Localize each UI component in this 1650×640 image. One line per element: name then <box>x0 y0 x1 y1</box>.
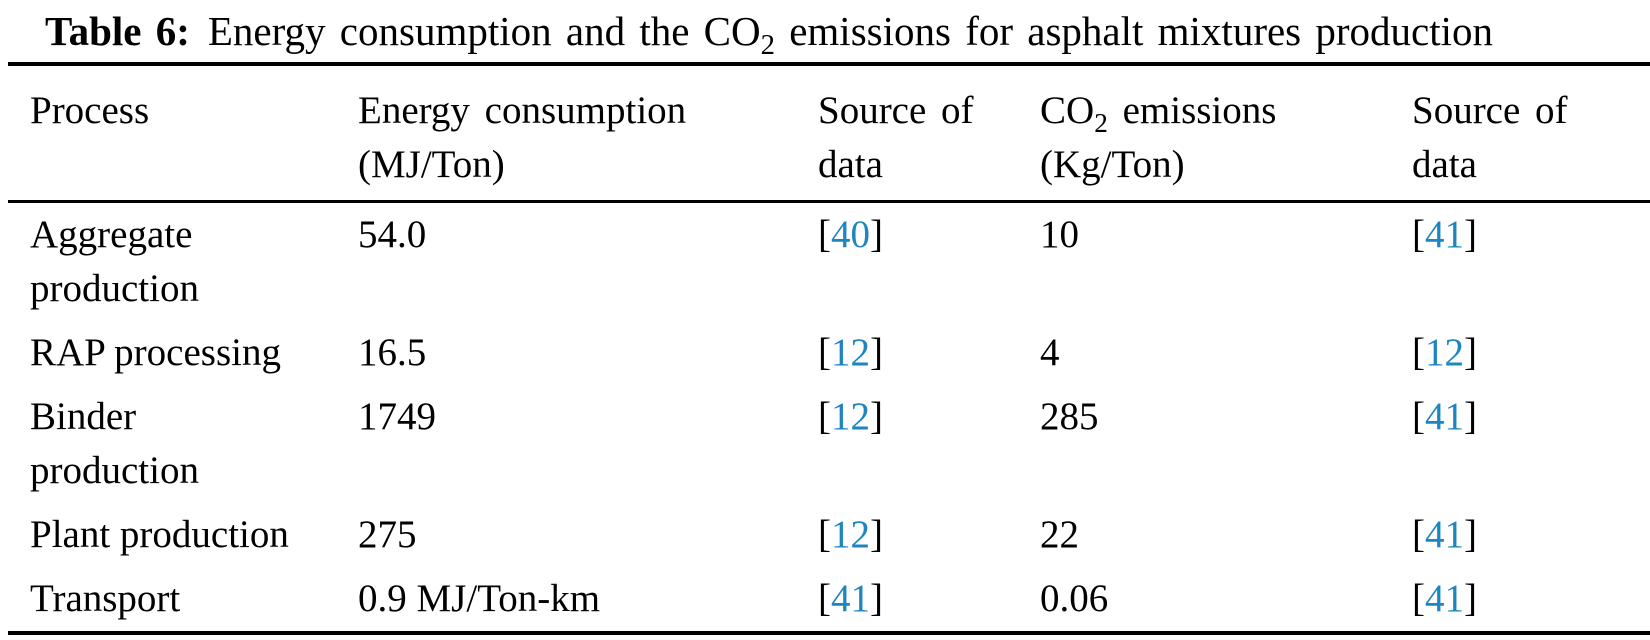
table-caption: Table 6: Energy consumption and the CO2 e… <box>0 0 1650 62</box>
co2-source-cell: [41] <box>1412 385 1650 503</box>
citation-bracket-open: [ <box>1412 513 1425 556</box>
co2-source-cell: [41] <box>1412 503 1650 567</box>
table-row-aggregate-production: Aggregate production 54.0 [40] 10 [41] <box>8 202 1650 322</box>
energy-value-cell: 54.0 <box>358 213 427 256</box>
citation-bracket-open: [ <box>1412 577 1425 620</box>
table-row-binder-production: Binder production 1749 [12] 285 [41] <box>8 385 1650 503</box>
citation-link[interactable]: 41 <box>1425 213 1464 256</box>
co2-value-cell: 285 <box>1040 395 1099 438</box>
co2-value-cell: 0.06 <box>1040 577 1109 620</box>
citation-link[interactable]: 12 <box>831 331 870 374</box>
citation-bracket-close: ] <box>870 577 883 620</box>
citation-link[interactable]: 41 <box>1425 577 1464 620</box>
header-energy-consumption: Energy consumption (MJ/Ton) <box>358 64 818 203</box>
co2-value-cell: 4 <box>1040 331 1060 374</box>
header-row: Process Energy consumption (MJ/Ton) Sour… <box>8 64 1650 203</box>
header-source-of-data-2: Source of data <box>1412 64 1650 203</box>
citation-bracket-close: ] <box>1464 513 1477 556</box>
citation-link[interactable]: 41 <box>1425 513 1464 556</box>
citation-bracket-open: [ <box>1412 395 1425 438</box>
header-co2-emissions: CO2 emissions (Kg/Ton) <box>1040 64 1412 203</box>
process-cell: Transport <box>30 577 181 620</box>
citation-bracket-open: [ <box>818 513 831 556</box>
citation-link[interactable]: 12 <box>831 513 870 556</box>
process-cell: Plant production <box>30 513 289 556</box>
process-cell: Aggregate production <box>30 213 199 310</box>
table-row-plant-production: Plant production 275 [12] 22 [41] <box>8 503 1650 567</box>
citation-bracket-close: ] <box>1464 331 1477 374</box>
citation-bracket-open: [ <box>818 395 831 438</box>
energy-source-cell: [12] <box>818 321 1040 385</box>
co2-source-cell: [41] <box>1412 567 1650 633</box>
energy-value-cell: 275 <box>358 513 417 556</box>
energy-source-cell: [41] <box>818 567 1040 633</box>
citation-bracket-close: ] <box>1464 395 1477 438</box>
co2-subscript: 2 <box>1094 107 1108 138</box>
energy-co2-table: Process Energy consumption (MJ/Ton) Sour… <box>8 62 1650 635</box>
co2-subscript: 2 <box>760 29 775 62</box>
co2-source-cell: [41] <box>1412 202 1650 322</box>
table-row-transport: Transport 0.9 MJ/Ton-km [41] 0.06 [41] <box>8 567 1650 633</box>
energy-value-cell: 1749 <box>358 395 436 438</box>
header-process: Process <box>8 64 358 203</box>
energy-value-cell: 0.9 MJ/Ton-km <box>358 577 601 620</box>
citation-bracket-open: [ <box>1412 213 1425 256</box>
citation-bracket-close: ] <box>870 395 883 438</box>
citation-bracket-close: ] <box>1464 213 1477 256</box>
citation-bracket-open: [ <box>818 213 831 256</box>
citation-link[interactable]: 41 <box>1425 395 1464 438</box>
co2-value-cell: 10 <box>1040 213 1079 256</box>
table-caption-text: Energy consumption and the CO2 emissions… <box>207 8 1494 62</box>
citation-bracket-close: ] <box>1464 577 1477 620</box>
citation-bracket-open: [ <box>1412 331 1425 374</box>
energy-value-cell: 16.5 <box>358 331 427 374</box>
table-row-rap-processing: RAP processing 16.5 [12] 4 [12] <box>8 321 1650 385</box>
citation-bracket-close: ] <box>870 331 883 374</box>
citation-bracket-open: [ <box>818 331 831 374</box>
header-source-of-data-1: Source of data <box>818 64 1040 203</box>
citation-link[interactable]: 12 <box>831 395 870 438</box>
citation-bracket-open: [ <box>818 577 831 620</box>
citation-link[interactable]: 12 <box>1425 331 1464 374</box>
citation-link[interactable]: 40 <box>831 213 870 256</box>
citation-bracket-close: ] <box>870 213 883 256</box>
energy-source-cell: [40] <box>818 202 1040 322</box>
table-caption-label: Table 6: <box>45 8 190 54</box>
co2-value-cell: 22 <box>1040 513 1079 556</box>
process-cell: RAP processing <box>30 331 281 374</box>
energy-source-cell: [12] <box>818 503 1040 567</box>
energy-source-cell: [12] <box>818 385 1040 503</box>
co2-source-cell: [12] <box>1412 321 1650 385</box>
citation-link[interactable]: 41 <box>831 577 870 620</box>
citation-bracket-close: ] <box>870 513 883 556</box>
process-cell: Binder production <box>30 395 199 492</box>
